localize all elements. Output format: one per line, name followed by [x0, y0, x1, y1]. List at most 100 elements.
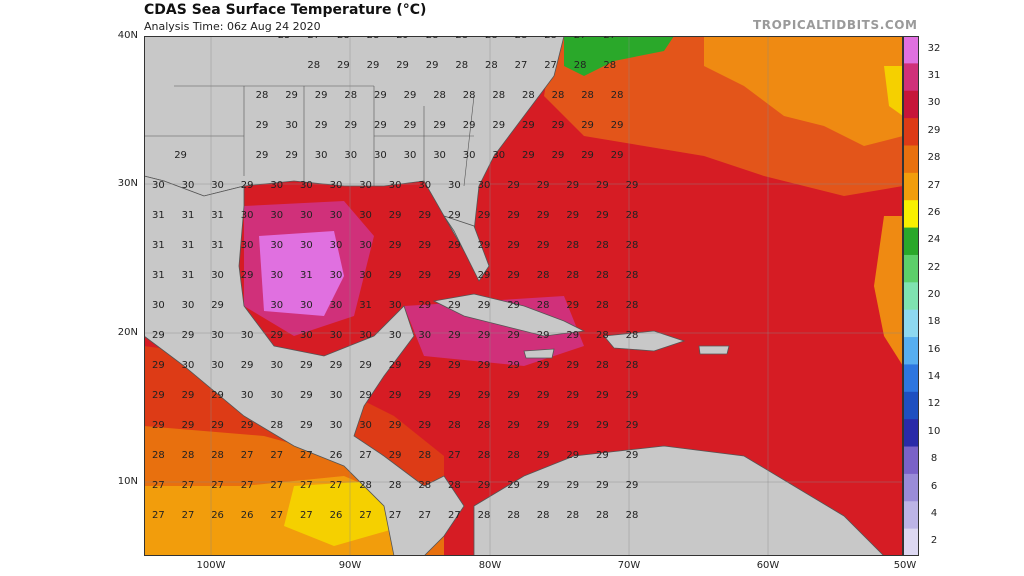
colorbar-label: 4	[930, 507, 938, 519]
land-south-america	[473, 445, 885, 556]
sst-value: 29	[359, 360, 372, 371]
colorbar-label: 20	[927, 289, 941, 300]
colorbar-swatch	[903, 172, 919, 201]
sst-value: 29	[537, 330, 550, 341]
sst-value: 29	[270, 330, 283, 341]
sst-value: 29	[448, 300, 461, 311]
sst-value: 29	[566, 210, 579, 221]
sst-value: 28	[596, 270, 609, 281]
sst-value: 29	[507, 240, 520, 251]
sst-value: 30	[300, 240, 313, 251]
sst-value: 30	[418, 330, 431, 341]
sst-value: 29	[566, 390, 579, 401]
lon-label-50w: 50W	[893, 560, 917, 571]
sst-value: 29	[626, 480, 639, 491]
colorbar-label: 12	[927, 398, 941, 410]
sst-value: 28	[463, 90, 476, 101]
sst-value: 27	[307, 36, 320, 41]
sst-value: 28	[389, 480, 402, 491]
sst-value: 30	[182, 300, 195, 311]
sst-value: 30	[211, 360, 224, 371]
sst-value: 29	[256, 120, 269, 131]
sst-value: 31	[211, 240, 224, 251]
sst-value: 29	[522, 120, 535, 131]
sst-value: 30	[270, 360, 283, 371]
colorbar-label: 32	[927, 42, 941, 54]
sst-value: 29	[241, 360, 254, 371]
sst-value: 28	[478, 510, 491, 521]
sst-value: 29	[463, 120, 476, 131]
sst-value: 28	[626, 300, 639, 311]
sst-value: 29	[596, 180, 609, 191]
sst-value: 30	[182, 360, 195, 371]
sst-value: 29	[241, 420, 254, 431]
borders	[144, 85, 475, 187]
sst-value: 28	[603, 60, 616, 71]
sst-value: 28	[307, 60, 320, 71]
sst-value: 29	[596, 480, 609, 491]
zone-cool-coast	[564, 36, 674, 76]
sst-value: 29	[315, 90, 328, 101]
colorbar-swatch	[903, 118, 919, 146]
sst-value: 30	[359, 330, 372, 341]
sst-value: 29	[418, 360, 431, 371]
sst-value: 28	[626, 360, 639, 371]
sst-value: 29	[507, 210, 520, 221]
sst-value: 30	[241, 210, 254, 221]
sst-value: 29	[626, 420, 639, 431]
sst-value: 28	[537, 270, 550, 281]
sst-value: 29	[448, 390, 461, 401]
sst-value: 29	[174, 150, 187, 161]
sst-value: 26	[330, 510, 343, 521]
colorbar-swatch	[903, 528, 919, 556]
sst-value: 29	[507, 390, 520, 401]
sst-value: 30	[241, 390, 254, 401]
colorbar-label: 28	[927, 152, 941, 164]
sst-value: 29	[389, 450, 402, 461]
colorbar-frame	[903, 36, 919, 556]
sst-value: 29	[596, 390, 609, 401]
sst-value: 28	[596, 510, 609, 521]
sst-value: 29	[507, 360, 520, 371]
sst-value: 29	[626, 450, 639, 461]
sst-value: 27	[270, 510, 283, 521]
sst-value: 29	[507, 420, 520, 431]
sst-value: 29	[285, 90, 298, 101]
sst-value: 30	[270, 210, 283, 221]
land-hispaniola	[603, 330, 686, 352]
sst-value: 29	[566, 420, 579, 431]
sst-value: 28	[211, 450, 224, 461]
sst-value: 30	[389, 300, 402, 311]
sst-value: 27	[152, 510, 165, 521]
sst-value: 29	[478, 300, 491, 311]
sst-value: 28	[566, 240, 579, 251]
sst-value: 31	[182, 210, 195, 221]
sst-value: 28	[611, 90, 624, 101]
sst-value: 28	[574, 60, 587, 71]
sst-value: 29	[626, 180, 639, 191]
sst-value: 28	[626, 330, 639, 341]
sst-value: 29	[507, 330, 520, 341]
sst-value: 29	[285, 150, 298, 161]
sst-value-labels: 25 27 28 28 29 28 28 28 28 28 27 27 28 29 29 29 29 28 28 27…	[152, 36, 638, 521]
sst-value: 30	[344, 150, 357, 161]
colorbar-swatch	[903, 337, 919, 365]
sst-value: 29	[478, 270, 491, 281]
sst-value: 29	[566, 450, 579, 461]
sst-value: 30	[418, 180, 431, 191]
sst-value: 27	[544, 60, 557, 71]
sst-value: 30	[211, 330, 224, 341]
sst-value: 29	[448, 270, 461, 281]
sst-value: 28	[433, 90, 446, 101]
sst-value: 30	[359, 270, 372, 281]
sst-value: 26	[211, 510, 224, 521]
sst-value: 30	[330, 390, 343, 401]
sst-value: 29	[448, 360, 461, 371]
colorbar-swatch	[903, 200, 919, 229]
lon-label-80w: 80W	[478, 560, 502, 571]
sst-value: 29	[507, 180, 520, 191]
sst-value: 27	[241, 480, 254, 491]
sst-value: 27	[182, 510, 195, 521]
sst-value: 29	[507, 480, 520, 491]
colorbar-label: 16	[927, 343, 941, 355]
